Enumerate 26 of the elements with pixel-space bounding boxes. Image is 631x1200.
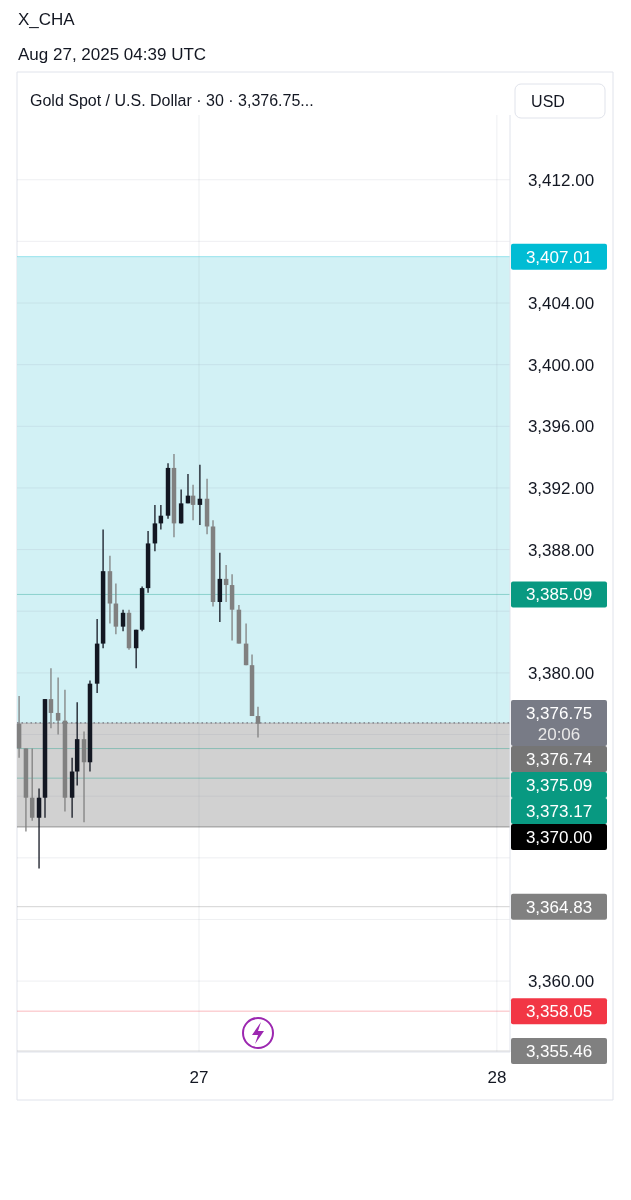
y-tick-label: 3,404.00 — [527, 293, 595, 313]
chart-title: Gold Spot / U.S. Dollar · 30 · 3,376.75... — [30, 92, 314, 109]
y-tick-label: 3,396.00 — [527, 417, 595, 437]
ref-line-label: 3,370.00 — [525, 827, 593, 847]
ref-line-label: 3,385.09 — [525, 585, 593, 605]
y-tick-label: 3,388.00 — [527, 540, 595, 560]
y-tick-label: 3,380.00 — [527, 663, 595, 683]
x-tick-label: 28 — [487, 1067, 507, 1087]
ref-line-label: 3,358.05 — [525, 1002, 593, 1022]
x-tick-label: 27 — [189, 1067, 209, 1087]
ref-line-label: 3,364.83 — [525, 897, 593, 917]
ref-line-label: 3,376.75 20:06 — [525, 703, 593, 744]
candlestick — [55, 676, 61, 736]
ref-line-label: 3,373.17 — [525, 801, 593, 821]
ref-line-label: 3,407.01 — [525, 247, 593, 267]
text: X_CHA — [18, 10, 76, 29]
candlestick — [120, 609, 126, 632]
y-tick-label: 3,392.00 — [527, 478, 595, 498]
text: Aug 27, 2025 04:39 UTC — [18, 45, 207, 64]
y-tick-label: 3,360.00 — [527, 972, 595, 992]
y-tick-label: 3,400.00 — [527, 355, 595, 375]
ref-line-label: 3,376.74 — [525, 749, 593, 769]
ref-line-label: 3,355.46 — [525, 1042, 593, 1062]
text: USD — [531, 93, 565, 110]
y-tick-label: 3,412.00 — [527, 170, 595, 190]
ref-line-label: 3,375.09 — [525, 775, 593, 795]
